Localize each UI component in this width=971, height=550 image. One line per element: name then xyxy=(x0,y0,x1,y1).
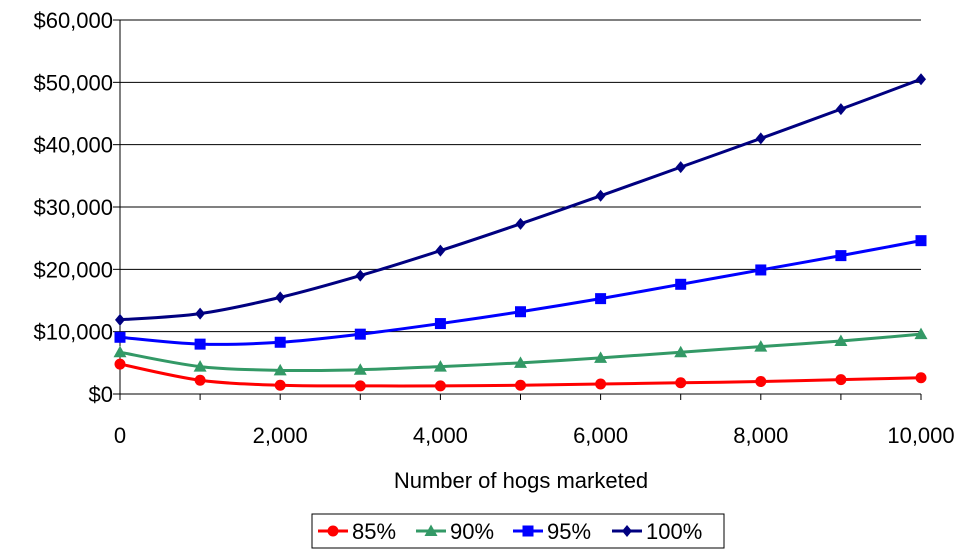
x-tick-label: 8,000 xyxy=(733,423,788,448)
legend-item: 100% xyxy=(612,519,702,544)
x-axis-tick-labels: 0 2,000 4,000 6,000 8,000 10,000 xyxy=(114,423,955,448)
series-line xyxy=(119,239,922,346)
data-point xyxy=(595,378,607,390)
data-point xyxy=(755,132,766,145)
data-point xyxy=(353,363,367,375)
data-point xyxy=(515,306,526,318)
y-tick-label: $30,000 xyxy=(33,195,113,220)
data-point xyxy=(755,264,767,276)
data-point xyxy=(515,379,526,391)
legend-label: 95% xyxy=(547,519,591,544)
series-85pct xyxy=(114,358,927,392)
data-point xyxy=(274,336,286,348)
y-tick-label: $50,000 xyxy=(33,70,113,95)
y-tick-label: $0 xyxy=(89,382,113,407)
gridlines xyxy=(120,19,921,333)
data-point xyxy=(115,313,125,326)
data-point xyxy=(915,372,927,384)
legend-item: 95% xyxy=(513,519,591,544)
y-axis-tick-labels: $0 $10,000 $20,000 $30,000 $40,000 $50,000 $60… xyxy=(33,8,113,407)
data-point xyxy=(355,269,366,282)
x-tick-label: 4,000 xyxy=(413,423,468,448)
data-point xyxy=(273,363,287,376)
data-point xyxy=(675,278,687,290)
data-point xyxy=(755,376,767,388)
series-90pct xyxy=(113,327,928,376)
legend-label: 85% xyxy=(352,519,396,544)
data-point xyxy=(914,327,928,340)
legend-label: 100% xyxy=(646,519,702,544)
data-point xyxy=(675,161,686,174)
data-point xyxy=(354,380,366,392)
legend-marker xyxy=(424,524,438,536)
x-axis-title: Number of hogs marketed xyxy=(394,468,648,493)
data-point xyxy=(835,250,847,262)
data-point xyxy=(675,377,687,389)
legend-marker xyxy=(622,525,632,537)
data-point xyxy=(354,328,366,340)
data-point xyxy=(274,379,286,391)
axes xyxy=(113,19,922,400)
x-tick-label: 0 xyxy=(114,423,126,448)
data-point xyxy=(435,244,446,257)
data-point xyxy=(835,374,847,386)
legend-marker xyxy=(522,525,534,537)
data-point xyxy=(595,189,606,202)
data-point xyxy=(835,103,846,116)
data-point xyxy=(594,351,608,363)
data-point xyxy=(113,345,127,358)
data-point xyxy=(193,360,207,372)
legend-item: 90% xyxy=(416,519,494,544)
x-tick-label: 2,000 xyxy=(253,423,308,448)
data-point xyxy=(754,340,768,352)
data-point xyxy=(194,338,206,350)
series-layer xyxy=(113,73,928,392)
data-point xyxy=(674,345,688,358)
data-point xyxy=(275,291,286,304)
data-point xyxy=(114,358,126,370)
legend-label: 90% xyxy=(450,519,494,544)
y-tick-label: $40,000 xyxy=(33,133,113,158)
data-point xyxy=(595,293,607,305)
data-point xyxy=(434,318,446,330)
legend-marker xyxy=(327,525,339,537)
data-point xyxy=(114,331,126,343)
legend: 85% 90% 95% 100% xyxy=(311,513,725,549)
data-point xyxy=(514,356,527,368)
data-point xyxy=(834,334,848,347)
data-point xyxy=(195,307,206,320)
data-point xyxy=(915,235,927,247)
legend-item: 85% xyxy=(318,519,396,544)
y-tick-label: $20,000 xyxy=(33,257,113,282)
data-point xyxy=(515,217,526,230)
x-tick-label: 6,000 xyxy=(573,423,628,448)
data-point xyxy=(916,73,926,86)
series-95pct xyxy=(114,235,927,350)
x-tick-label: 10,000 xyxy=(887,423,954,448)
data-point xyxy=(194,374,206,386)
y-tick-label: $60,000 xyxy=(33,8,113,33)
y-tick-label: $10,000 xyxy=(33,320,113,345)
data-point xyxy=(433,360,447,372)
series-100pct xyxy=(115,73,926,326)
data-point xyxy=(434,380,446,392)
